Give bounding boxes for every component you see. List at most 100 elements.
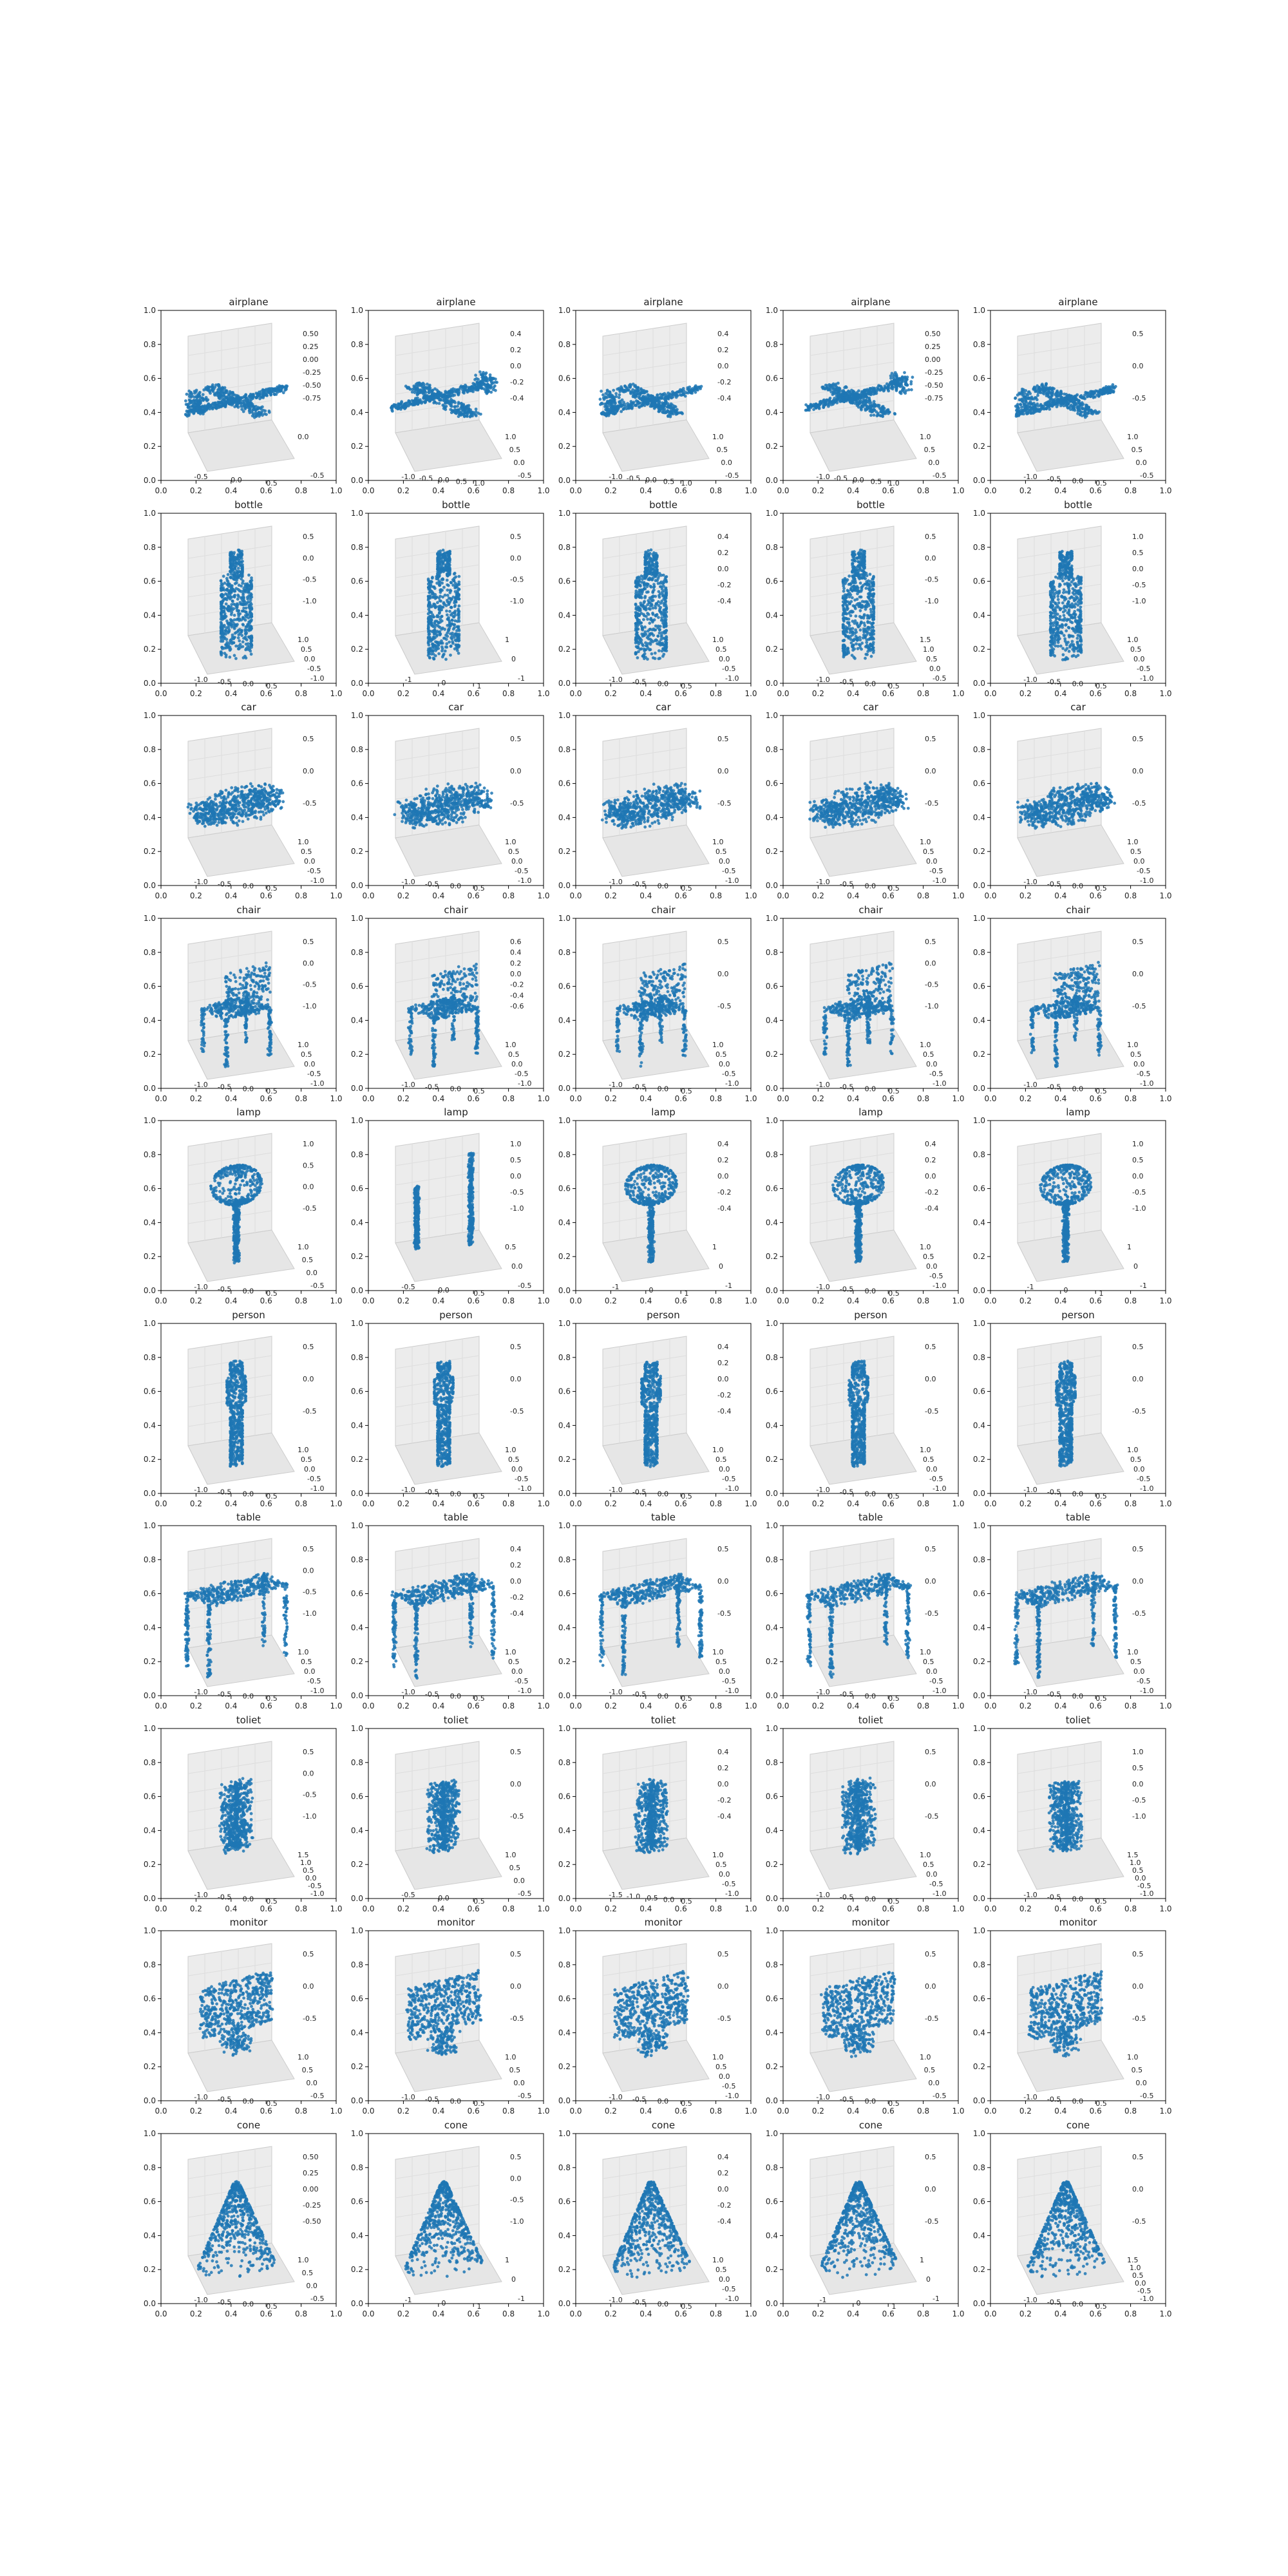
point [603,412,606,415]
point [1087,412,1090,415]
point [658,596,661,599]
point [225,638,228,641]
point [413,403,416,406]
point [911,375,914,379]
point [841,393,844,397]
point [446,579,449,582]
point [439,634,442,637]
point [223,652,227,655]
point [1038,389,1041,392]
y3d-tick-label: -0.5 [518,471,531,480]
point [243,603,246,606]
point [457,575,460,578]
point [611,396,614,399]
point [860,408,863,412]
x-tick-label: 0.6 [675,486,687,495]
point [1072,401,1075,404]
point [621,399,624,402]
point [433,593,437,596]
y3d-tick-label: 1.0 [1127,433,1139,441]
point [668,395,671,398]
x-tick-label: 0.8 [295,486,307,495]
y3d-tick-label: -1.0 [725,674,739,683]
point [426,383,429,386]
x-tick-label: 0.8 [502,486,515,495]
x-tick-label: 1.0 [537,486,549,495]
point [862,395,866,399]
point [1048,408,1051,411]
x3d-tick-label: 0 [442,679,446,687]
point [641,391,644,394]
y3d-tick-label: -0.5 [933,471,946,480]
x3d-tick-label: -0.5 [834,475,848,483]
point [449,408,452,412]
y-tick-label: 0.2 [144,442,156,451]
point [446,551,450,554]
x-tick-label: 0.2 [397,689,410,698]
y-tick-label: 0.0 [351,476,363,485]
point [246,598,249,601]
point [452,628,455,631]
point [696,386,699,389]
x-tick-label: 0.4 [639,689,652,698]
point [606,393,609,396]
point [255,408,258,411]
point [457,410,460,413]
y-tick-label: 0.6 [973,374,985,383]
point [225,656,228,659]
point [445,391,448,394]
point [837,395,840,398]
point [231,399,234,402]
point [229,396,232,399]
y3d-tick-label: -1 [518,674,525,683]
point [225,397,229,400]
x-tick-label: 0.8 [502,689,515,698]
y3d-tick-label: 0.5 [715,645,727,654]
x3d-tick-label: -1.0 [609,676,622,684]
point [245,625,249,629]
point [229,598,232,601]
point [222,610,225,613]
y-tick-label: 1.0 [351,509,363,518]
z3d-tick-label: 0.2 [717,549,729,557]
point [623,389,626,392]
y3d-tick-label: 0.0 [298,433,309,441]
y3d-tick-label: 1 [505,636,509,644]
point [222,388,225,391]
z3d-tick-label: 0.5 [510,533,522,541]
z3d-tick-label: 0.0 [510,362,522,370]
panel-airplane-5: airplane0.0 0.2 0.4 0.6 0.8 1.00.00.20.40.60.… [973,296,1172,495]
point [218,388,221,391]
y3d-tick-label: 1.0 [298,636,309,644]
z3d-tick-label: -1.0 [303,597,316,605]
z3d-tick-label: 0.0 [303,554,314,562]
y-tick-label: 0.4 [351,611,363,620]
point [1089,395,1092,398]
x3d-tick-label: 0.5 [681,682,692,690]
x-tick-label: 0.6 [675,689,687,698]
point [1095,393,1099,397]
point [475,377,478,380]
point [427,623,430,626]
point [205,407,209,410]
point [618,401,621,404]
panel-airplane-3: airplane0.0 0.2 0.4 0.6 0.8 1.00.00.20.40.60.… [558,296,757,495]
x3d-tick-label: -0.5 [194,473,207,481]
x3d-tick-label: 0.0 [243,680,254,688]
point [233,559,236,562]
x3d-tick-label: 0.0 [231,476,242,484]
point [446,583,449,587]
point [1030,402,1034,406]
z3d-tick-label: 0.0 [1132,362,1144,370]
y-tick-label: 0.6 [766,374,778,383]
point [1068,398,1071,401]
point [227,583,230,587]
point [665,395,668,399]
z3d-tick-label: 0.0 [717,362,729,370]
x-tick-label: 0.4 [639,486,652,495]
panel-bottle-2: bottle0.0 0.2 0.4 0.6 0.8 1.00.00.20.40.60.81… [351,499,550,698]
point [848,397,851,401]
point [612,389,615,392]
